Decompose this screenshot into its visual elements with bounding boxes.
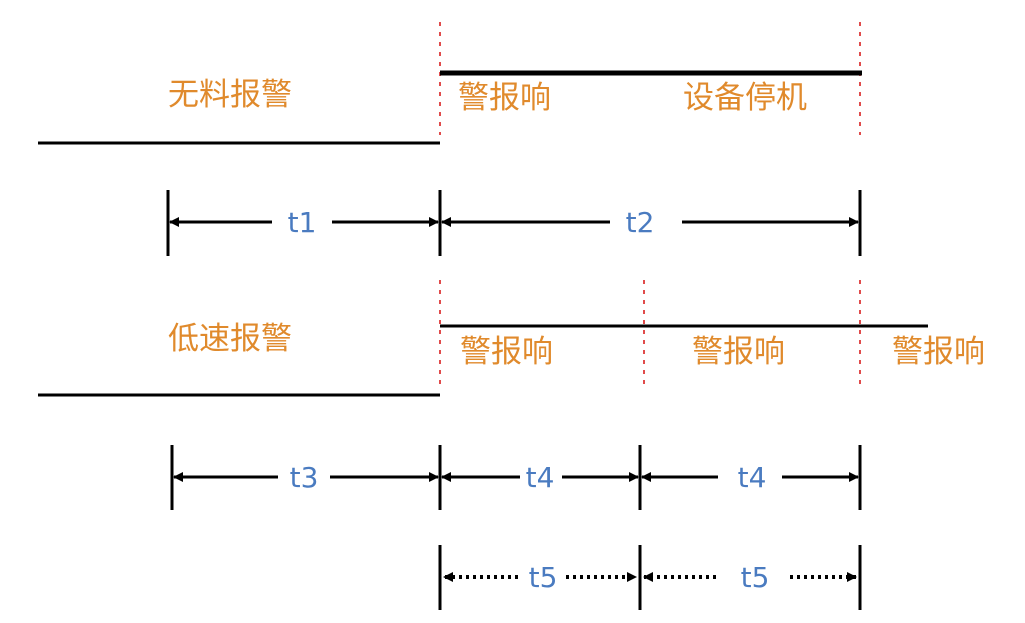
interval-label-t5-second: t5	[741, 561, 770, 594]
interval-label-t3: t3	[290, 461, 319, 494]
interval-label-t4-first: t4	[526, 461, 555, 494]
material-alarm-signal	[38, 70, 862, 145]
interval-label-t2: t2	[626, 206, 655, 239]
interval-row-t1-t2	[166, 190, 862, 256]
speed-alarm-signal	[38, 324, 928, 397]
interval-row-t3-t4	[170, 445, 862, 510]
material-alarm-phase-2: 设备停机	[683, 80, 807, 116]
interval-label-t1: t1	[288, 206, 317, 239]
interval-label-t4-second: t4	[738, 461, 767, 494]
interval-row-t5	[438, 545, 862, 610]
speed-alarm-title: 低速报警	[168, 321, 292, 357]
guide-lines	[439, 22, 861, 385]
material-alarm-phase-1: 警报响	[458, 80, 551, 116]
speed-alarm-phase-2: 警报响	[692, 334, 785, 370]
interval-label-t5-first: t5	[529, 561, 558, 594]
material-alarm-title: 无料报警	[168, 77, 292, 113]
speed-alarm-phase-3: 警报响	[892, 334, 985, 370]
speed-alarm-phase-1: 警报响	[460, 334, 553, 370]
